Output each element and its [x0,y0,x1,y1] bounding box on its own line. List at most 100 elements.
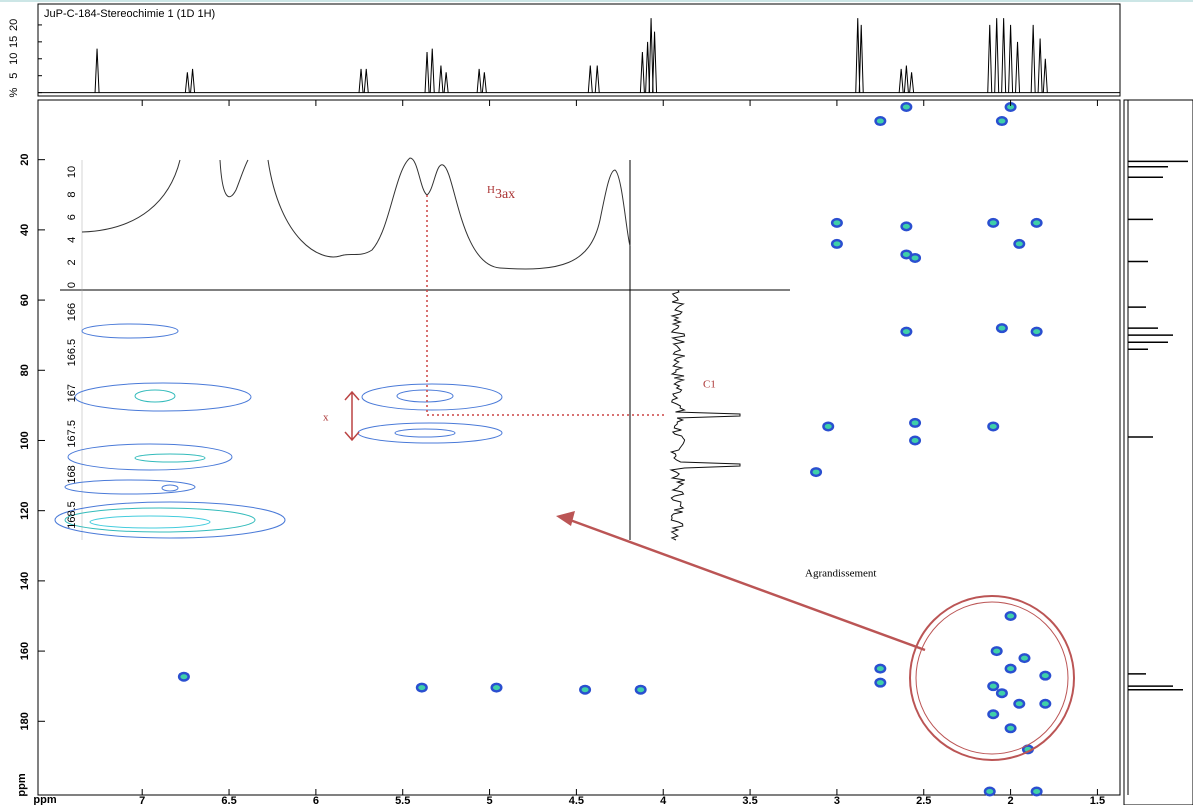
zoom-circle [915,601,1069,755]
y-tick-label: 100 [19,431,31,449]
x-tick-label: 5 [486,795,492,805]
top-y-tick-label: 15 [8,36,20,48]
annotation: H3ax [487,184,515,203]
top-y-tick-label: 20 [8,19,20,31]
y-axis-label: ppm [16,773,28,796]
x-tick-label: 1.5 [1090,795,1105,805]
inset-tick-label: 4 [66,237,78,243]
inset-spectrum [81,157,631,270]
inset-tick-label: 168 [66,465,78,483]
cross-peak [1033,788,1041,794]
inset-tick-label: 2 [66,259,78,265]
arrow [569,518,926,652]
x-tick-label: 6 [313,795,319,805]
x-tick-label: 5.5 [395,795,410,805]
h1-peak [1001,18,1007,93]
inset-tick-label: 6 [66,214,78,220]
right-panel [1123,99,1193,805]
x-tick-label: 3 [834,795,840,805]
h1-peak [443,72,449,93]
y-tick-label: 40 [19,224,31,236]
y-tick-label: 120 [19,502,31,520]
h1-peak [1015,41,1021,93]
inset-tick-label: 168.5 [66,501,78,529]
cross-peak [989,683,997,689]
zoom-circle [909,595,1075,761]
cross-peak [986,788,994,794]
cross-peak [581,687,589,693]
cross-peak [993,648,1001,654]
h1-peak [1042,58,1048,93]
y-tick-label: 140 [19,572,31,590]
h1-peak [587,65,593,93]
h1-peak [429,48,435,93]
h1-peak [476,68,482,93]
inset-tick-label: 10 [66,166,78,178]
cross-peak [833,241,841,247]
cross-peak [998,118,1006,124]
inset-tick-label: 166.5 [66,339,78,367]
annotation: H [487,184,495,196]
h1-peak [987,24,993,93]
h1-peak [1008,24,1014,93]
inset-tick-label: 166 [66,303,78,321]
h1-peak [858,24,864,93]
guide-line [426,195,665,416]
cross-peak [876,680,884,686]
double-arrow [344,390,360,442]
h1-peak [1030,24,1036,93]
cross-peak [637,687,645,693]
x-tick-label: 7 [139,795,145,805]
chart-title: JuP-C-184-Stereochimie 1 (1D 1H) [44,8,215,20]
annotation: Agrandissement [805,568,876,580]
cross-peak [902,104,910,110]
y-tick-label: 20 [19,154,31,166]
inset-13c-trace [669,289,741,541]
inset: H3ax C1 x [54,157,790,541]
inset-contours [54,323,503,539]
inset-tick-label: 8 [66,192,78,198]
x-tick-label: 2.5 [916,795,931,805]
cross-peak [911,255,919,261]
inset-tick-label: 0 [66,282,78,288]
cross-peak [1007,104,1015,110]
y-tick-label: 180 [19,712,31,730]
cross-peak [1007,725,1015,731]
h1-peak [481,72,487,93]
y-tick-label: 60 [19,294,31,306]
annotation: C1 [703,379,716,391]
cross-peak [493,685,501,691]
cross-peak [876,118,884,124]
cross-peak [911,437,919,443]
cross-peak [911,420,919,426]
cross-peak [1041,701,1049,707]
cross-peak [998,325,1006,331]
plot-area [37,99,1121,796]
y-tick-label: 160 [19,642,31,660]
cross-peak [902,329,910,335]
h1-peak [358,68,364,93]
h1-peak [1037,38,1043,93]
h1-peak [652,31,658,93]
cross-peak [1007,613,1015,619]
cross-peak [812,469,820,475]
x-axis-label: ppm [33,794,56,805]
cross-peak [989,220,997,226]
inset-tick-label: 167 [66,384,78,402]
cross-peak [180,674,188,680]
x-tick-label: 4 [660,795,667,805]
cross-peak [998,690,1006,696]
annotation: 3ax [495,187,515,202]
zoom-circle [909,595,1075,761]
cross-peak [418,685,426,691]
cross-peak [989,711,997,717]
h1-peak [898,68,904,93]
cross-peak [824,423,832,429]
h1-peak [909,72,915,93]
cross-peak [1015,701,1023,707]
h1-peak [94,48,100,93]
inset-bg [60,160,790,540]
cross-peak [902,223,910,229]
x-tick-label: 2 [1008,795,1014,805]
